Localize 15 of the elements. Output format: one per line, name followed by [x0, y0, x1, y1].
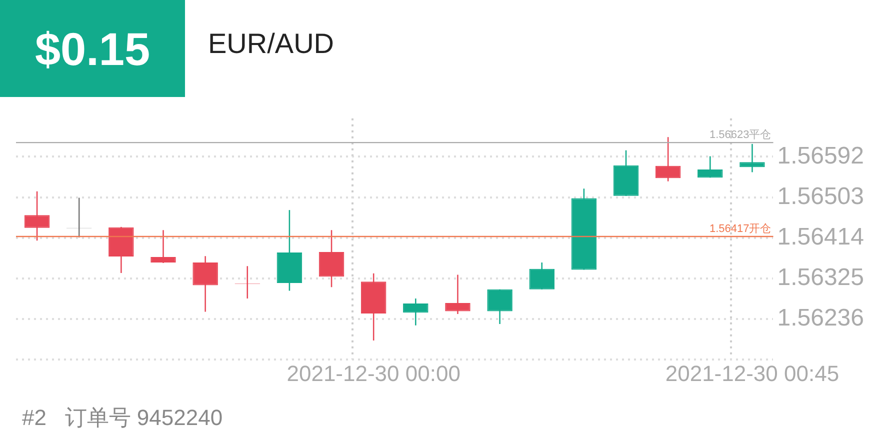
ref-line-label: 1.56623平仓	[709, 129, 772, 142]
candlestick	[150, 230, 176, 263]
candlestick	[445, 274, 470, 314]
x-tick-label: 2021-12-30 00:00	[286, 360, 460, 386]
text: $0.15	[0, 0, 185, 97]
ref-line-label: 1.56417开仓	[709, 223, 772, 236]
y-tick-label: 1.56503	[777, 182, 864, 210]
y-tick-label: 1.56236	[777, 304, 864, 332]
chart-title: EUR/AUD	[208, 28, 334, 60]
y-tick-label: 1.56414	[777, 223, 864, 250]
text: #2 订单号 9452240	[22, 404, 223, 432]
x-tick-label: 2021-12-30 00:45	[665, 360, 840, 386]
y-tick-label: 1.56325	[777, 264, 864, 292]
candlestick	[740, 144, 765, 172]
y-tick-label: 1.56592	[777, 142, 864, 170]
